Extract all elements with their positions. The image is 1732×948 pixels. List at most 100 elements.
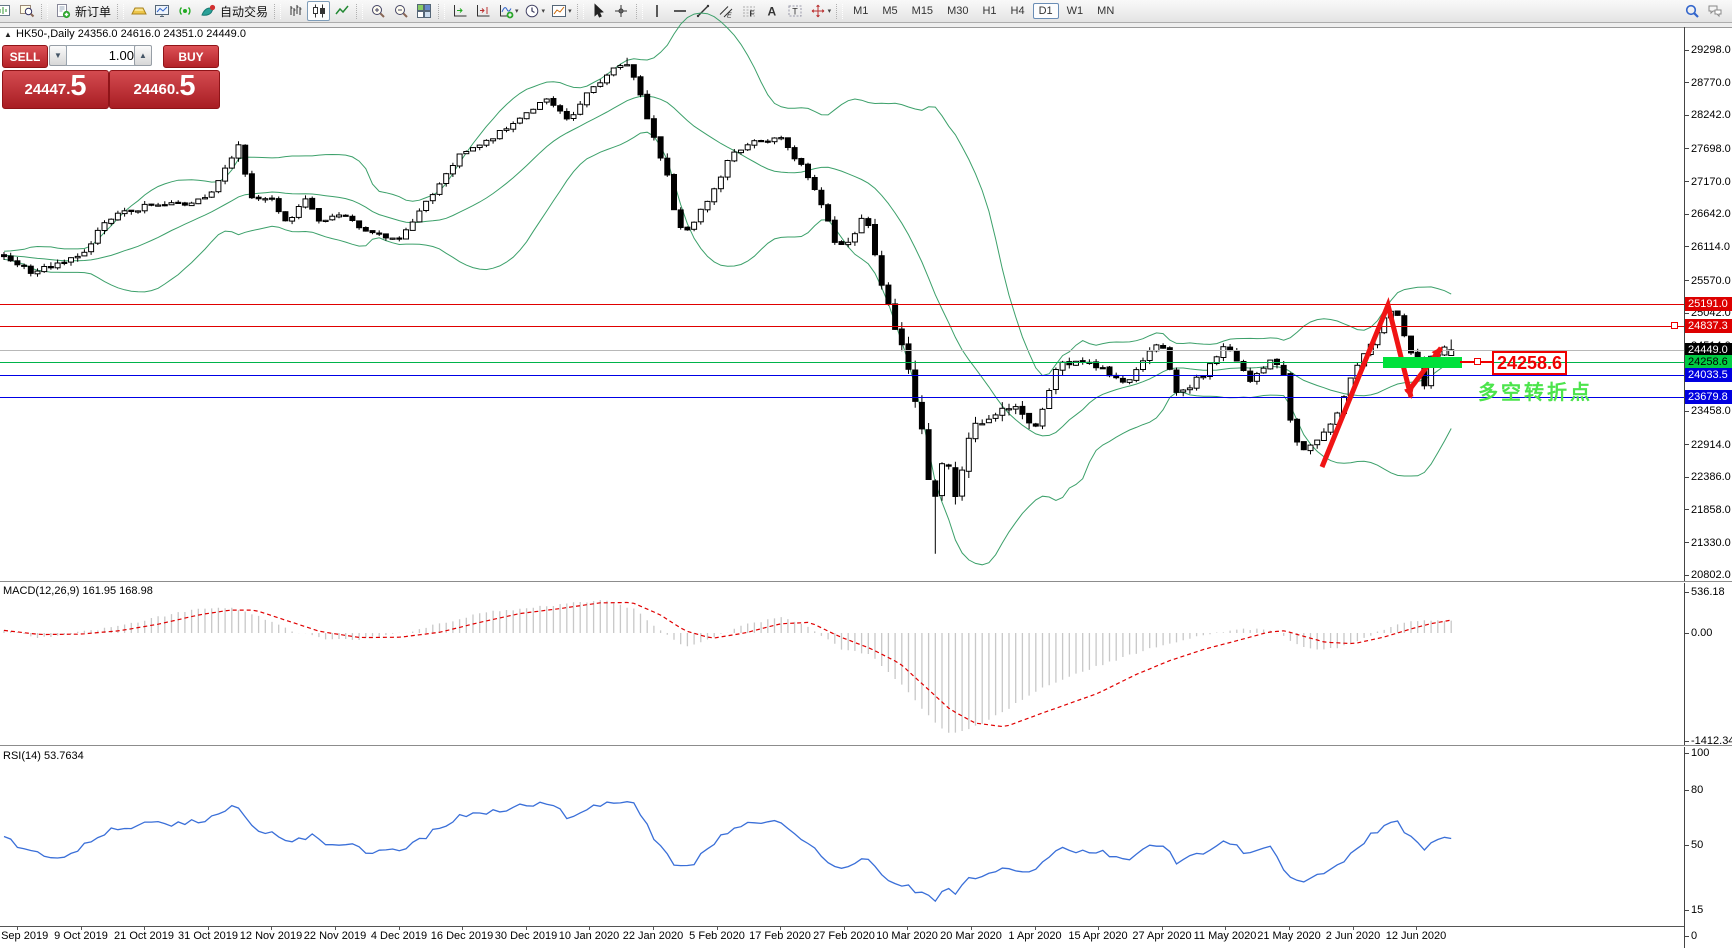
bar-chart-icon[interactable]: [284, 1, 307, 21]
periods-dropdown-caret[interactable]: ▾: [541, 8, 546, 15]
date-label: 22 Nov 2019: [303, 930, 367, 942]
date-label: 2 Jun 2020: [1325, 930, 1381, 942]
turning-point-note[interactable]: 多空转折点: [1478, 382, 1593, 404]
new-order-label[interactable]: 新订单: [75, 4, 112, 19]
timeframe-d1[interactable]: D1: [1032, 3, 1059, 19]
date-label: 21 May 2020: [1257, 930, 1321, 942]
arrows-icon[interactable]: [807, 1, 830, 21]
chart-shift-icon[interactable]: [471, 1, 494, 21]
periods-icon[interactable]: [521, 1, 544, 21]
indicators-icon[interactable]: [494, 1, 517, 21]
callout-connector-handle[interactable]: [1474, 358, 1481, 365]
timeframe-h1[interactable]: H1: [982, 5, 997, 17]
volume-input[interactable]: [66, 45, 139, 66]
price-tick: 27698.0: [1691, 142, 1731, 155]
candle: [81, 251, 88, 257]
crosshair-icon[interactable]: [610, 1, 633, 21]
timeframe-m30[interactable]: M30: [947, 5, 969, 17]
ask-price-box[interactable]: 24460. 5: [109, 70, 220, 109]
timeframe-h4[interactable]: H4: [1010, 5, 1025, 17]
fibonacci-icon[interactable]: F: [738, 1, 761, 21]
cursor-icon[interactable]: [587, 1, 610, 21]
horizontal-line-icon[interactable]: [669, 1, 692, 21]
gold-ingot-icon[interactable]: [127, 1, 150, 21]
arrows-dropdown-caret[interactable]: ▾: [827, 8, 832, 15]
date-label: 9 Oct 2019: [54, 930, 108, 942]
vertical-line-icon[interactable]: [646, 1, 669, 21]
signal-broadcast-icon[interactable]: [173, 1, 196, 21]
highlight-rectangle[interactable]: [1383, 357, 1462, 368]
search-icon[interactable]: [1680, 1, 1703, 21]
hline-handle[interactable]: [1671, 322, 1678, 330]
timeframe-mn[interactable]: MN: [1097, 5, 1115, 17]
chat-icon[interactable]: [1703, 1, 1726, 21]
date-tick-mark: [844, 927, 845, 930]
candlestick-chart-icon[interactable]: [307, 1, 331, 21]
price-tick-mark: [1684, 82, 1689, 84]
price-tick: 28242.0: [1691, 109, 1731, 122]
timeframe-m5[interactable]: M5: [882, 5, 898, 17]
price-callout-box[interactable]: 24258.6: [1492, 351, 1568, 375]
candle: [1019, 405, 1026, 415]
timeframe-m15[interactable]: M15: [911, 5, 934, 17]
volume-decrease-button[interactable]: ▼: [49, 45, 67, 66]
auto-scroll-icon[interactable]: [448, 1, 471, 21]
candle: [74, 255, 81, 259]
date-tick-mark: [335, 927, 336, 930]
candle: [1280, 364, 1287, 376]
date-label: 5 Feb 2020: [689, 930, 745, 942]
candle: [68, 257, 74, 263]
date-label: 31 Oct 2019: [178, 930, 238, 942]
candle: [1193, 376, 1200, 389]
candle: [490, 138, 497, 142]
terminal-monitor-icon[interactable]: [150, 1, 173, 21]
candle: [1146, 350, 1153, 361]
volume-increase-button[interactable]: ▲: [134, 45, 152, 66]
line-chart-icon[interactable]: [330, 1, 353, 21]
channel-icon[interactable]: E: [715, 1, 738, 21]
price-tick-mark: [1684, 542, 1689, 544]
templates-icon[interactable]: [547, 1, 570, 21]
autotrade-label[interactable]: 自动交易: [220, 4, 269, 19]
sell-button[interactable]: SELL: [2, 45, 48, 68]
autotrade-icon[interactable]: [196, 1, 219, 21]
zoom-in-icon[interactable]: [366, 1, 389, 21]
date-label: 27 Feb 2020: [813, 930, 875, 942]
candle: [751, 140, 758, 146]
text-icon[interactable]: A: [761, 1, 784, 21]
timeframe-m1[interactable]: M1: [853, 5, 869, 17]
date-label: 17 Feb 2020: [749, 930, 811, 942]
candle: [865, 218, 872, 227]
bid-price-box[interactable]: 24447. 5: [2, 70, 109, 109]
buy-button[interactable]: BUY: [163, 45, 219, 68]
candle: [1099, 367, 1106, 370]
trend-arrow[interactable]: [1405, 346, 1443, 395]
price-tick-mark: [1684, 509, 1689, 511]
date-tick-mark: [271, 927, 272, 930]
tile-windows-icon[interactable]: [412, 1, 435, 21]
chart-window-icon[interactable]: [0, 1, 15, 21]
price-tick-mark: [1684, 114, 1689, 116]
candle: [771, 137, 778, 143]
candle: [188, 202, 195, 207]
candle: [731, 151, 738, 162]
trendline-icon[interactable]: [692, 1, 715, 21]
zoom-out-icon[interactable]: [389, 1, 412, 21]
new-order-icon[interactable]: [51, 1, 74, 21]
candle: [1073, 360, 1079, 366]
timeframe-w1[interactable]: W1: [1066, 5, 1084, 17]
candle: [161, 204, 168, 207]
candle: [778, 137, 785, 140]
templates-dropdown-caret[interactable]: ▾: [568, 8, 572, 15]
candle: [885, 284, 892, 305]
indicators-dropdown-caret[interactable]: ▾: [515, 8, 519, 15]
chart-title-symbol: HK50-,Daily: [16, 28, 75, 40]
candle: [744, 144, 751, 151]
macd-tick-mark: [1684, 591, 1689, 593]
macd-pane-separator[interactable]: [0, 581, 1732, 582]
rsi-pane-separator[interactable]: [0, 745, 1732, 746]
candle: [356, 220, 363, 229]
profile-chart-icon[interactable]: [15, 1, 38, 21]
text-label-icon[interactable]: T: [784, 1, 807, 21]
